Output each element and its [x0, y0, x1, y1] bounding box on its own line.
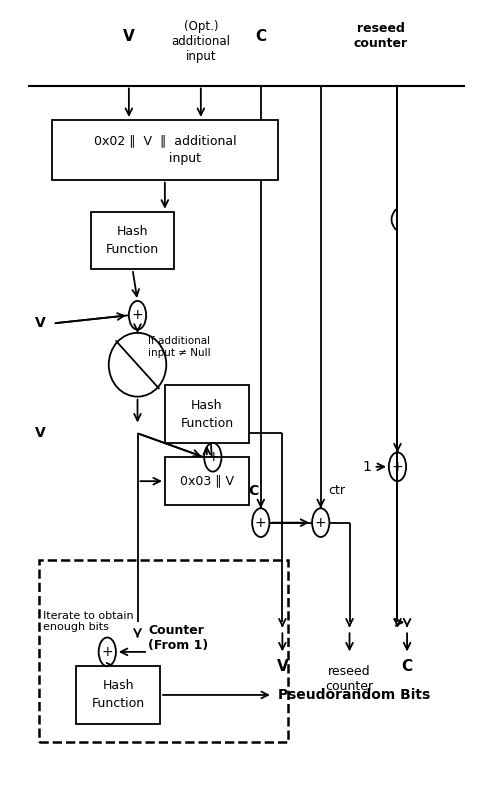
- Text: 1: 1: [362, 459, 371, 474]
- Text: Hash
Function: Hash Function: [106, 225, 159, 256]
- Text: C: C: [402, 659, 413, 674]
- Text: +: +: [207, 451, 219, 464]
- Text: reseed
counter: reseed counter: [354, 22, 408, 50]
- Text: 0x03 ∥ V: 0x03 ∥ V: [180, 475, 234, 488]
- Text: reseed
counter: reseed counter: [325, 665, 374, 692]
- Text: +: +: [392, 459, 403, 474]
- Text: (Opt.)
additional
input: (Opt.) additional input: [171, 20, 230, 63]
- Text: +: +: [255, 516, 266, 530]
- Text: Hash
Function: Hash Function: [92, 679, 144, 710]
- Text: Iterate to obtain
enough bits: Iterate to obtain enough bits: [42, 611, 133, 633]
- Text: Pseudorandom Bits: Pseudorandom Bits: [278, 688, 430, 702]
- Text: 0x02 ∥  V  ∥  additional
          input: 0x02 ∥ V ∥ additional input: [94, 135, 236, 165]
- Text: V: V: [35, 316, 45, 330]
- Text: +: +: [102, 645, 113, 659]
- Text: Hash
Function: Hash Function: [180, 399, 233, 430]
- Text: If additional
input ≠ Null: If additional input ≠ Null: [148, 336, 211, 358]
- Text: Counter
(From 1): Counter (From 1): [148, 624, 208, 651]
- FancyBboxPatch shape: [52, 120, 278, 180]
- FancyBboxPatch shape: [165, 457, 249, 505]
- Text: V: V: [277, 659, 288, 674]
- Text: V: V: [123, 28, 135, 44]
- Text: C: C: [248, 484, 258, 498]
- Text: +: +: [132, 308, 143, 322]
- FancyBboxPatch shape: [90, 211, 174, 269]
- FancyBboxPatch shape: [76, 667, 160, 724]
- Text: V: V: [35, 426, 45, 440]
- FancyBboxPatch shape: [165, 385, 249, 442]
- Text: C: C: [255, 28, 266, 44]
- Text: +: +: [315, 516, 326, 530]
- Text: ctr: ctr: [328, 484, 345, 497]
